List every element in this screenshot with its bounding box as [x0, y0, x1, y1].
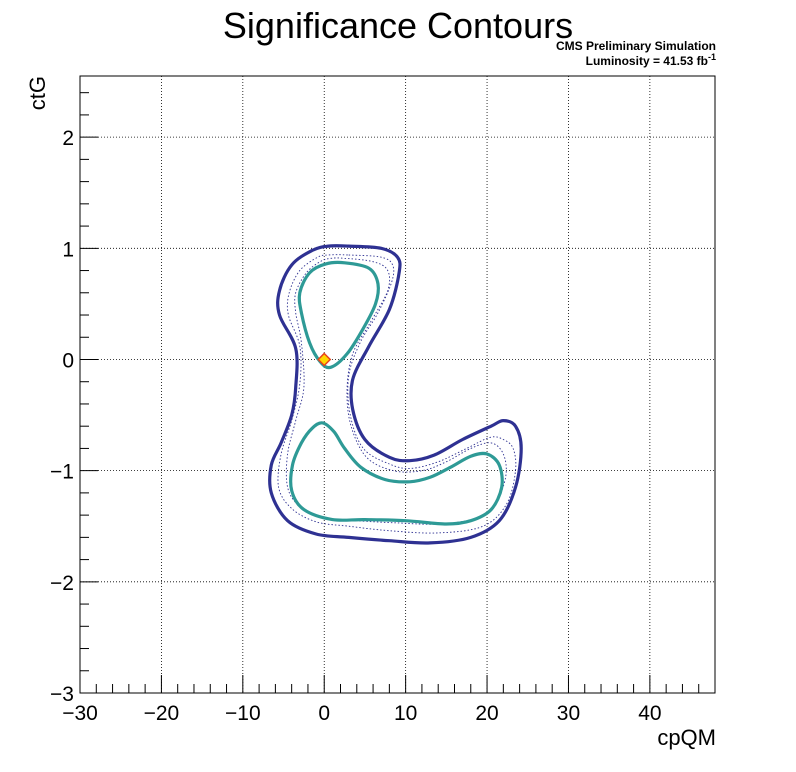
y-tick-label: 0 — [62, 349, 74, 372]
x-tick-label: 30 — [557, 702, 580, 725]
cms-preliminary-label: CMS Preliminary Simulation — [556, 39, 716, 53]
best-fit-marker — [317, 352, 332, 367]
inner-contour — [289, 421, 504, 526]
x-tick-label: 20 — [475, 702, 498, 725]
luminosity-text: Luminosity = 41.53 fb — [586, 54, 708, 68]
luminosity-label: Luminosity = 41.53 fb-1 — [586, 52, 716, 68]
y-tick-label: −1 — [50, 461, 74, 484]
x-tick-label: −30 — [62, 702, 98, 725]
y-tick-label: 2 — [62, 127, 74, 150]
x-tick-label: −10 — [225, 702, 261, 725]
y-tick-label: −3 — [50, 683, 74, 706]
x-tick-label: 10 — [394, 702, 417, 725]
inner-contour — [297, 260, 380, 370]
luminosity-superscript: -1 — [708, 52, 716, 62]
x-tick-label: −20 — [144, 702, 180, 725]
x-tick-label: 0 — [318, 702, 330, 725]
best-fit-point — [317, 352, 332, 367]
x-tick-label: 40 — [638, 702, 661, 725]
contour-lines — [268, 244, 523, 545]
x-axis-label: cpQM — [657, 725, 716, 750]
chart-title: Significance Contours — [223, 5, 573, 46]
grid-lines — [80, 76, 715, 693]
y-tick-label: −2 — [50, 572, 74, 595]
outer-inner-dotted-contour — [277, 254, 517, 534]
y-axis-label: ctG — [25, 76, 50, 110]
inner-outer-dotted-contour — [285, 257, 507, 525]
plot-frame — [79, 75, 716, 694]
outer-contour — [268, 244, 523, 545]
y-tick-label: 1 — [62, 238, 74, 261]
